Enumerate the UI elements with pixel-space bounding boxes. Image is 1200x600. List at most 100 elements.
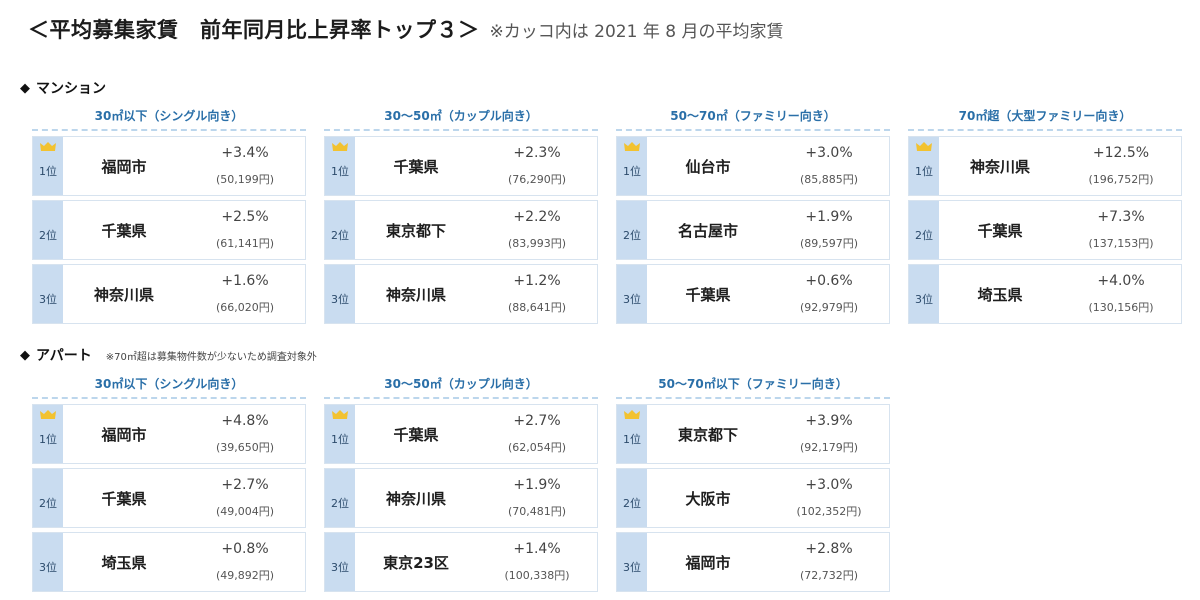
average-rent: (66,020円) <box>215 301 275 314</box>
value-cell: +3.0% (102,352円) <box>769 469 889 527</box>
value-cell: +1.4% (100,338円) <box>477 533 597 591</box>
city-name: 千葉県 <box>685 285 731 304</box>
city-name: 千葉県 <box>977 221 1023 240</box>
city-name: 東京都下 <box>677 425 738 444</box>
section-note-apart: ※70㎡超は募集物件数が少ないため調査対象外 <box>105 351 317 363</box>
increase-rate: +1.9% <box>805 209 853 225</box>
rank-cell: 2位 <box>909 201 939 259</box>
apart-block-3: 50～70㎡以下（ファミリー向き） 1位 東京都下 +3.9% (92,179円) 2位 大… <box>616 374 890 596</box>
rank-label: 1位 <box>331 433 349 446</box>
increase-rate: +2.7% <box>513 413 561 429</box>
average-rent: (88,641円) <box>507 301 567 314</box>
value-cell: +0.6% (92,979円) <box>769 265 889 323</box>
rank-cell: 1位 <box>909 137 939 195</box>
increase-rate: +2.3% <box>513 145 561 161</box>
average-rent: (137,153円) <box>1088 237 1154 250</box>
average-rent: (61,141円) <box>215 237 275 250</box>
increase-rate: +3.4% <box>221 145 269 161</box>
diamond-icon: ◆ <box>20 347 30 363</box>
city-name: 大阪市 <box>685 489 731 508</box>
city-name: 神奈川県 <box>93 285 154 304</box>
mansion-block-3: 50～70㎡（ファミリー向き） 1位 仙台市 +3.0% (85,885円) 2位 名古屋市… <box>616 106 890 328</box>
rank-cell: 2位 <box>325 469 355 527</box>
rank-cell: 1位 <box>33 137 63 195</box>
increase-rate: +1.6% <box>221 273 269 289</box>
rank-label: 1位 <box>39 165 57 178</box>
ranking-row: 2位 千葉県 +2.7% (49,004円) <box>32 468 306 528</box>
crown-icon <box>332 142 348 151</box>
city-name: 福岡市 <box>101 425 147 444</box>
rank-label: 1位 <box>915 165 933 178</box>
increase-rate: +2.7% <box>221 477 269 493</box>
rank-cell: 1位 <box>33 405 63 463</box>
rank-cell: 3位 <box>325 265 355 323</box>
rank-label: 3位 <box>331 293 349 306</box>
dashed-divider <box>616 397 890 399</box>
average-rent: (130,156円) <box>1088 301 1154 314</box>
ranking-row: 3位 東京23区 +1.4% (100,338円) <box>324 532 598 592</box>
city-name: 福岡市 <box>685 553 731 572</box>
rank-label: 2位 <box>915 229 933 242</box>
increase-rate: +4.0% <box>1097 273 1145 289</box>
average-rent: (102,352円) <box>796 505 862 518</box>
rank-cell: 3位 <box>617 265 647 323</box>
ranking-row: 1位 福岡市 +3.4% (50,199円) <box>32 136 306 196</box>
ranking-row: 1位 神奈川県 +12.5% (196,752円) <box>908 136 1182 196</box>
dashed-divider <box>32 129 306 131</box>
increase-rate: +1.4% <box>513 541 561 557</box>
rank-cell: 3位 <box>33 533 63 591</box>
value-cell: +2.7% (62,054円) <box>477 405 597 463</box>
city-name: 名古屋市 <box>677 221 738 240</box>
title-note: ※カッコ内は 2021 年 8 月の平均家賃 <box>489 22 784 42</box>
apart-block-2: 30～50㎡（カップル向き） 1位 千葉県 +2.7% (62,054円) 2位 神奈川県 +… <box>324 374 598 596</box>
increase-rate: +3.0% <box>805 477 853 493</box>
value-cell: +0.8% (49,892円) <box>185 533 305 591</box>
city-name: 東京23区 <box>383 553 449 572</box>
value-cell: +1.9% (89,597円) <box>769 201 889 259</box>
rank-cell: 3位 <box>325 533 355 591</box>
ranking-row: 3位 神奈川県 +1.6% (66,020円) <box>32 264 306 324</box>
rank-cell: 2位 <box>33 469 63 527</box>
rank-cell: 1位 <box>325 405 355 463</box>
apart-block-1: 30㎡以下（シングル向き） 1位 福岡市 +4.8% (39,650円) 2位 千葉県 +2.… <box>32 374 306 596</box>
rank-cell: 3位 <box>33 265 63 323</box>
block-header: 70㎡超（大型ファミリー向き） <box>958 109 1132 123</box>
value-cell: +2.3% (76,290円) <box>477 137 597 195</box>
rank-cell: 2位 <box>325 201 355 259</box>
ranking-row: 2位 名古屋市 +1.9% (89,597円) <box>616 200 890 260</box>
average-rent: (72,732円) <box>799 569 859 582</box>
city-name: 仙台市 <box>685 157 731 176</box>
average-rent: (92,179円) <box>799 441 859 454</box>
rank-label: 3位 <box>39 561 57 574</box>
ranking-row: 1位 千葉県 +2.3% (76,290円) <box>324 136 598 196</box>
diamond-icon: ◆ <box>20 80 30 96</box>
value-cell: +1.2% (88,641円) <box>477 265 597 323</box>
city-name: 神奈川県 <box>969 157 1030 176</box>
average-rent: (196,752円) <box>1088 173 1154 186</box>
section-header-apart: ◆ アパート ※70㎡超は募集物件数が少ないため調査対象外 <box>20 345 317 365</box>
increase-rate: +0.6% <box>805 273 853 289</box>
ranking-row: 2位 神奈川県 +1.9% (70,481円) <box>324 468 598 528</box>
value-cell: +2.2% (83,993円) <box>477 201 597 259</box>
ranking-row: 3位 埼玉県 +4.0% (130,156円) <box>908 264 1182 324</box>
average-rent: (85,885円) <box>799 173 859 186</box>
block-header: 50～70㎡以下（ファミリー向き） <box>658 377 848 391</box>
average-rent: (92,979円) <box>799 301 859 314</box>
rank-cell: 2位 <box>33 201 63 259</box>
rank-cell: 1位 <box>617 405 647 463</box>
rank-label: 1位 <box>623 433 641 446</box>
average-rent: (83,993円) <box>507 237 567 250</box>
rank-label: 3位 <box>39 293 57 306</box>
rank-label: 1位 <box>39 433 57 446</box>
rank-label: 3位 <box>915 293 933 306</box>
rank-label: 2位 <box>331 229 349 242</box>
ranking-row: 3位 神奈川県 +1.2% (88,641円) <box>324 264 598 324</box>
title-main: ＜平均募集家賃 前年同月比上昇率トップ３＞ <box>28 18 480 42</box>
average-rent: (62,054円) <box>507 441 567 454</box>
value-cell: +2.8% (72,732円) <box>769 533 889 591</box>
city-name: 東京都下 <box>385 221 446 240</box>
increase-rate: +1.2% <box>513 273 561 289</box>
dashed-divider <box>324 129 598 131</box>
mansion-block-1: 30㎡以下（シングル向き） 1位 福岡市 +3.4% (50,199円) 2位 千葉県 +2.… <box>32 106 306 328</box>
ranking-row: 1位 仙台市 +3.0% (85,885円) <box>616 136 890 196</box>
